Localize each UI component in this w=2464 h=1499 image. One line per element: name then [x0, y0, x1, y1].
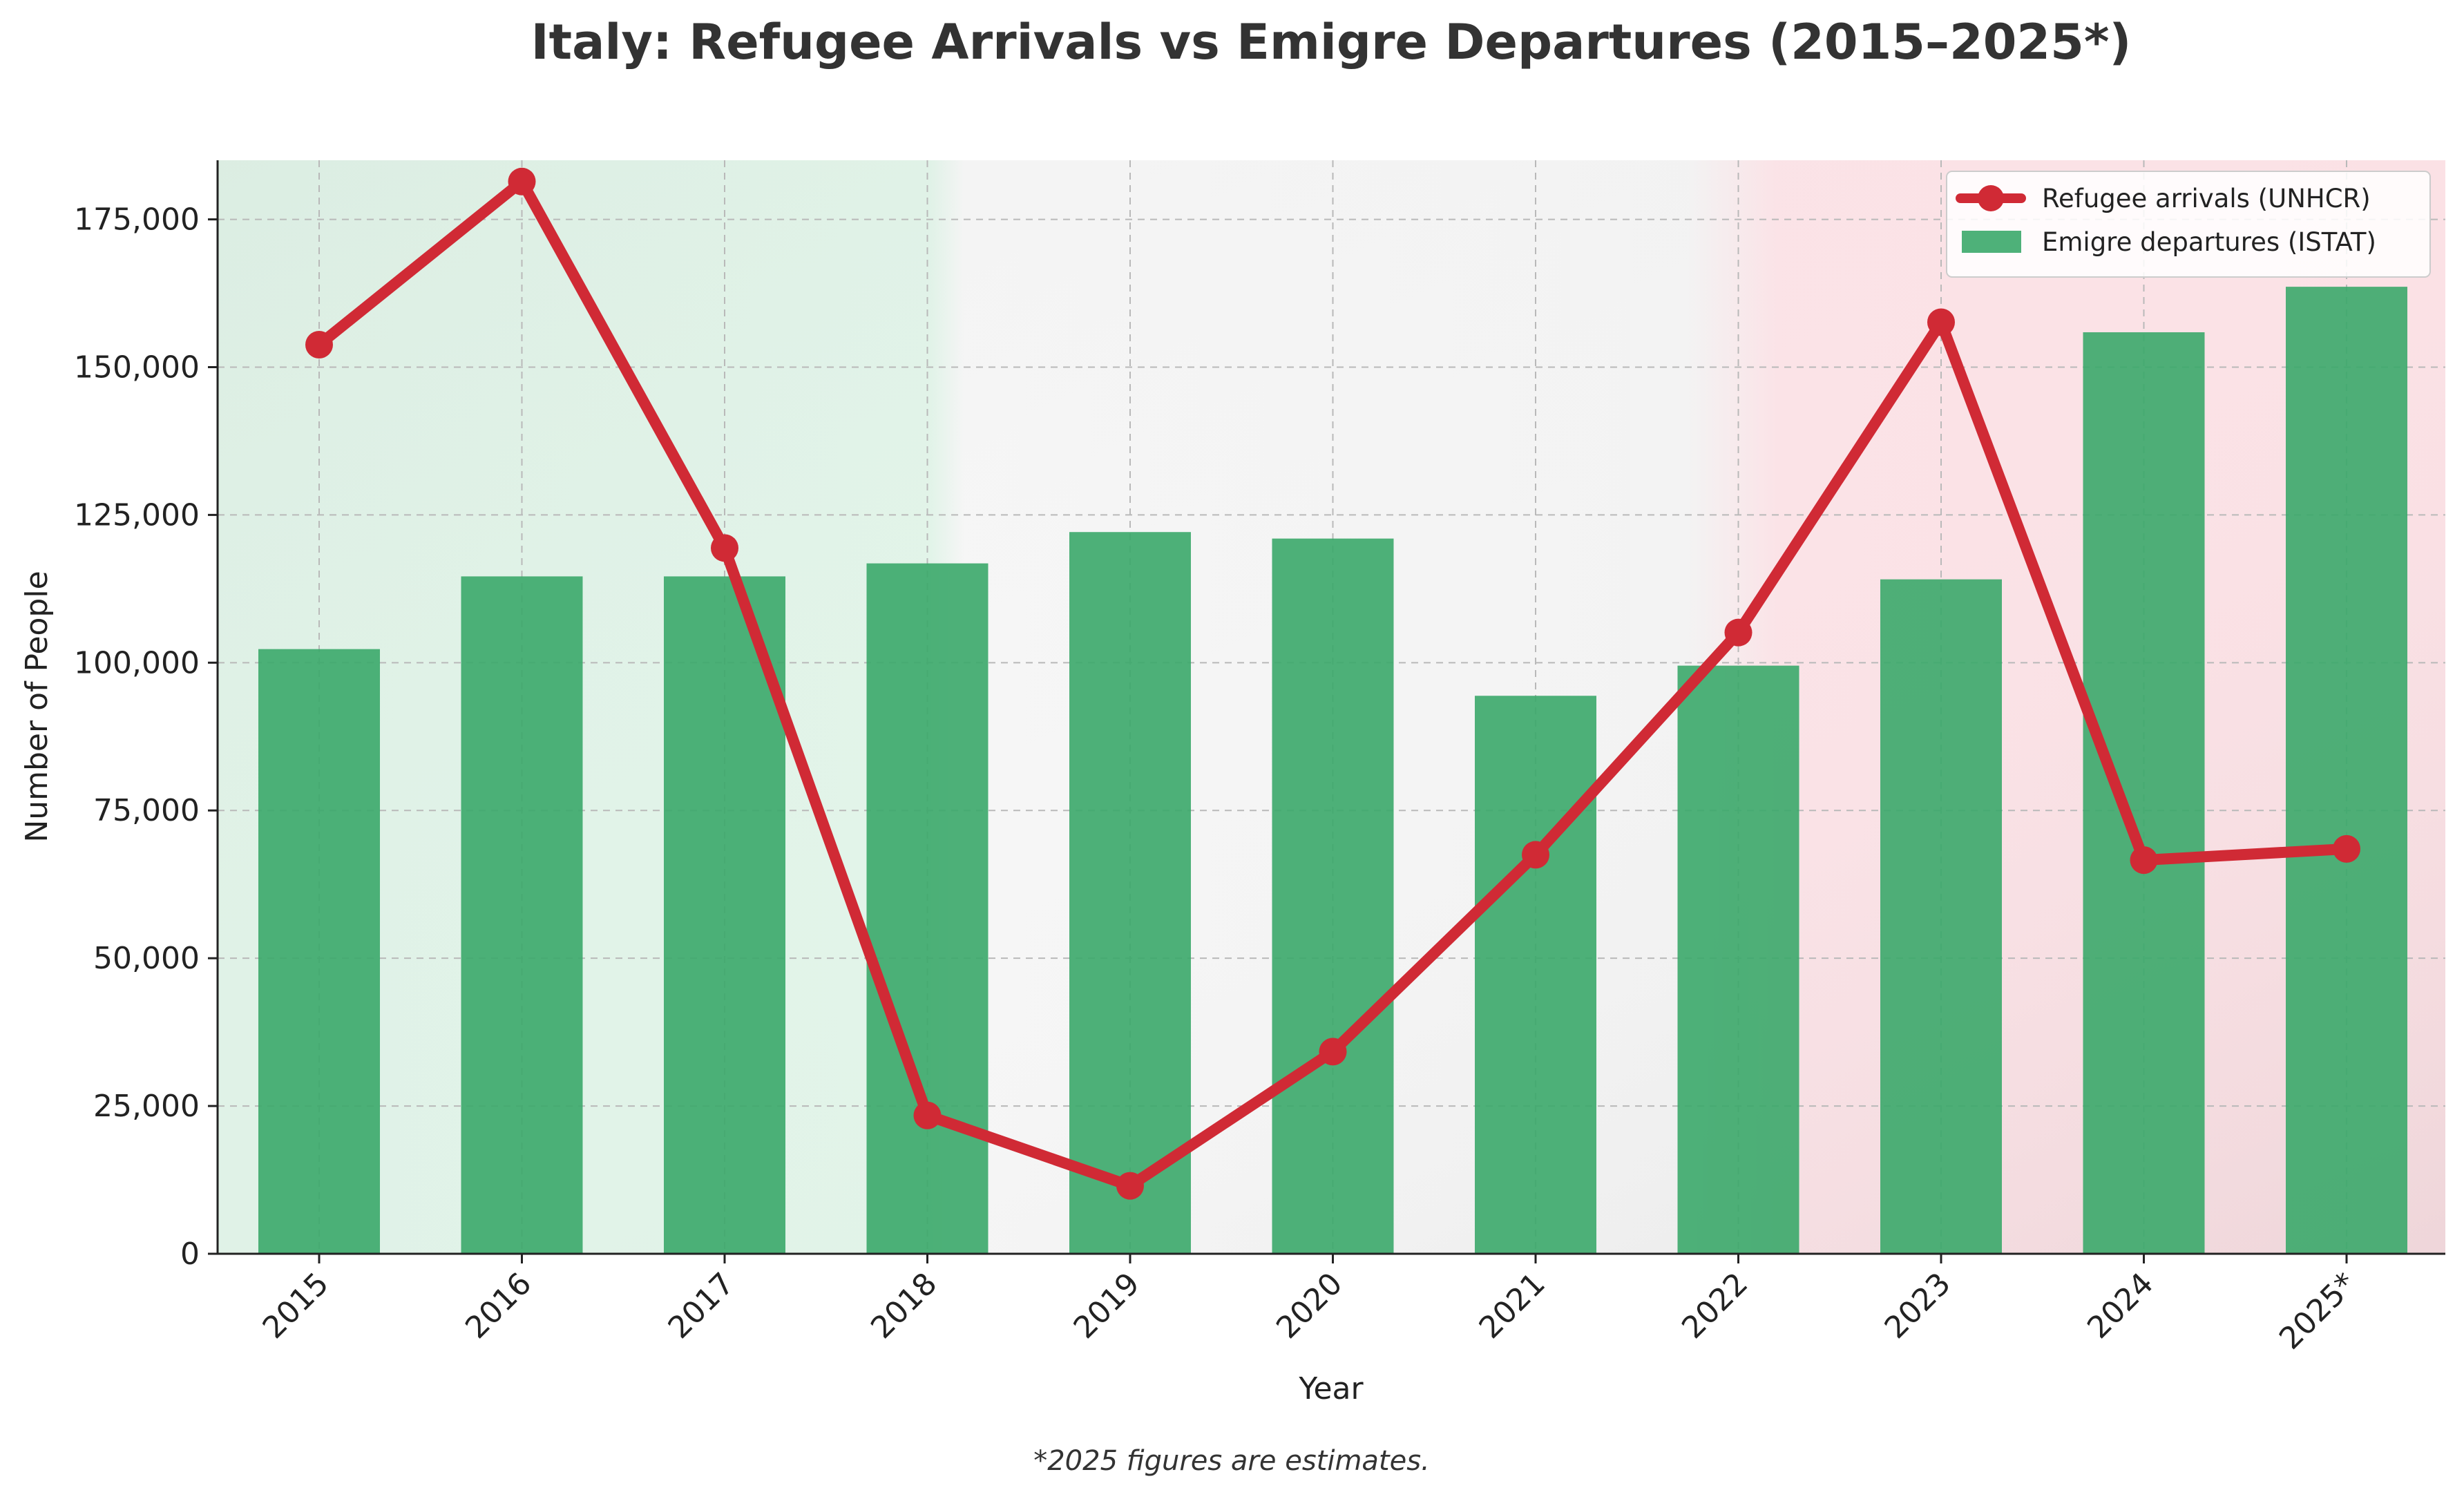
bar-emigre-2021 — [1475, 696, 1596, 1254]
x-tick-label: 2017 — [662, 1266, 741, 1346]
y-tick-label: 125,000 — [74, 497, 200, 533]
point-refugee-2025* — [2333, 834, 2360, 863]
x-tick-label: 2023 — [1878, 1266, 1958, 1346]
point-refugee-2023 — [1927, 308, 1955, 336]
chart-title: Italy: Refugee Arrivals vs Emigre Depart… — [531, 14, 2132, 70]
bar-emigre-2022 — [1677, 665, 1799, 1254]
footnote: *2025 figures are estimates. — [1033, 1445, 1430, 1477]
bar-emigre-2018 — [866, 563, 989, 1254]
y-tick-label: 175,000 — [74, 202, 200, 238]
legend-label-emigre-departures: Emigre departures (ISTAT) — [2042, 227, 2376, 257]
point-refugee-2016 — [508, 167, 536, 195]
bar-emigre-2020 — [1272, 538, 1394, 1254]
legend: Refugee arrivals (UNHCR) Emigre departur… — [1946, 171, 2431, 278]
y-tick-label: 25,000 — [93, 1089, 200, 1124]
x-tick-label: 2015 — [256, 1266, 336, 1346]
point-refugee-2022 — [1724, 618, 1753, 647]
point-refugee-2019 — [1116, 1172, 1144, 1200]
y-axis-ticks: 0 25,000 50,000 75,000 100,000 125,000 150,000… — [74, 202, 218, 1272]
x-tick-label: 2019 — [1067, 1266, 1147, 1346]
point-refugee-2021 — [1522, 841, 1549, 869]
point-refugee-2017 — [711, 534, 738, 562]
bar-emigre-2015 — [258, 649, 380, 1254]
legend-box — [1946, 171, 2431, 278]
line-refugee-arrivals — [305, 167, 2360, 1200]
y-tick-label: 75,000 — [93, 793, 200, 828]
point-refugee-2015 — [305, 330, 333, 359]
x-axis-label: Year — [1298, 1371, 1364, 1406]
point-refugee-2024 — [2130, 846, 2158, 875]
legend-marker-swatch — [1978, 185, 2004, 211]
x-tick-label: 2020 — [1270, 1266, 1349, 1346]
y-tick-label: 0 — [180, 1237, 200, 1272]
y-tick-label: 150,000 — [74, 350, 200, 385]
bar-emigre-2017 — [664, 576, 785, 1254]
y-tick-label: 100,000 — [74, 645, 200, 680]
y-tick-label: 50,000 — [93, 941, 200, 976]
point-refugee-2018 — [913, 1101, 942, 1129]
legend-bar-swatch — [1962, 231, 2021, 253]
bar-emigre-2024 — [2083, 332, 2205, 1254]
x-tick-label: 2016 — [459, 1266, 538, 1346]
y-axis-label: Number of People — [19, 571, 55, 842]
x-axis-ticks: 2015 2016 2017 2018 2019 2020 2021 2022 2023 2024… — [256, 1254, 2363, 1357]
x-tick-label: 2024 — [2081, 1266, 2160, 1346]
legend-label-refugee-arrivals: Refugee arrivals (UNHCR) — [2042, 184, 2371, 213]
bar-emigre-2025* — [2286, 287, 2407, 1254]
bar-emigre-2019 — [1069, 532, 1191, 1254]
x-tick-label: 2021 — [1473, 1266, 1552, 1346]
x-tick-label: 2025* — [2273, 1266, 2363, 1357]
point-refugee-2020 — [1319, 1038, 1347, 1066]
bar-emigre-2016 — [461, 576, 583, 1254]
bar-emigre-2023 — [1880, 579, 2002, 1254]
x-tick-label: 2022 — [1675, 1266, 1755, 1346]
x-tick-label: 2018 — [864, 1266, 944, 1346]
bars-emigre-departures — [258, 287, 2407, 1254]
